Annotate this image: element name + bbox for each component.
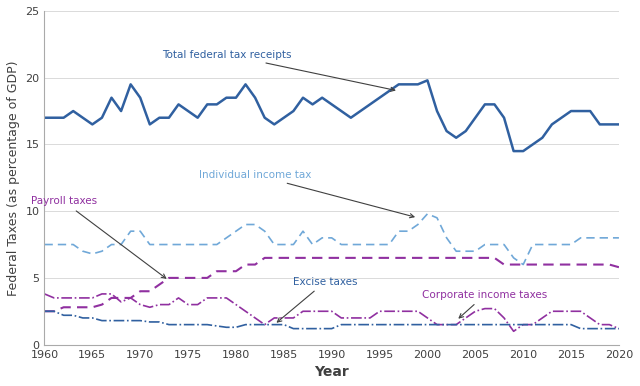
- Text: Corporate income taxes: Corporate income taxes: [422, 290, 547, 318]
- X-axis label: Year: Year: [314, 365, 349, 379]
- Text: Total federal tax receipts: Total federal tax receipts: [162, 50, 395, 91]
- Text: Excise taxes: Excise taxes: [277, 277, 358, 322]
- Y-axis label: Federal Taxes (as percentage of GDP): Federal Taxes (as percentage of GDP): [7, 60, 20, 296]
- Text: Payroll taxes: Payroll taxes: [31, 196, 166, 278]
- Text: Individual income tax: Individual income tax: [199, 170, 414, 218]
